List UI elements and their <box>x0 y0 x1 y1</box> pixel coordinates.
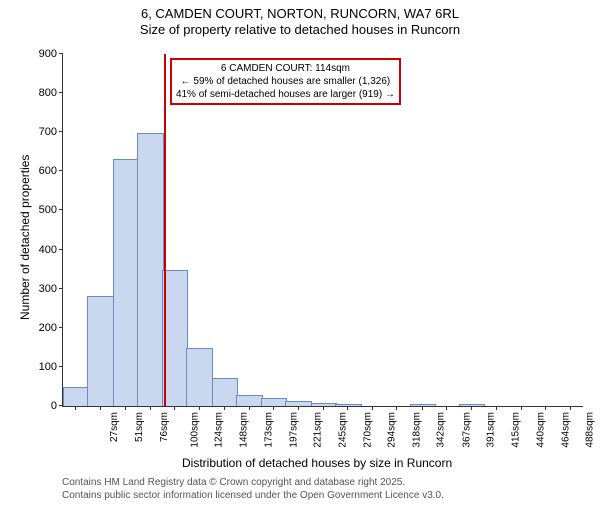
histogram-bar <box>261 398 287 406</box>
x-tick-label: 415sqm <box>510 412 521 448</box>
x-tick-mark <box>446 406 447 410</box>
annotation-box: 6 CAMDEN COURT: 114sqm← 59% of detached … <box>170 58 401 105</box>
y-axis-label: Number of detached properties <box>18 155 32 320</box>
y-tick-label: 900 <box>39 48 63 60</box>
y-tick-mark <box>59 366 63 367</box>
x-tick-mark <box>273 406 274 410</box>
marker-line <box>164 54 166 406</box>
x-tick-mark <box>199 406 200 410</box>
x-tick-mark <box>125 406 126 410</box>
y-tick-mark <box>59 249 63 250</box>
histogram-bar <box>459 404 485 406</box>
x-tick-label: 51sqm <box>134 412 145 442</box>
x-tick-mark <box>323 406 324 410</box>
y-tick-mark <box>59 92 63 93</box>
x-tick-label: 391sqm <box>486 412 497 448</box>
x-tick-mark <box>570 406 571 410</box>
x-tick-mark <box>100 406 101 410</box>
histogram-bar <box>236 395 262 406</box>
annotation-line: ← 59% of detached houses are smaller (1,… <box>176 75 395 88</box>
title-main: 6, CAMDEN COURT, NORTON, RUNCORN, WA7 6R… <box>0 6 600 21</box>
annotation-line: 41% of semi-detached houses are larger (… <box>176 88 395 101</box>
x-tick-mark <box>521 406 522 410</box>
histogram-bar <box>212 378 238 406</box>
y-tick-mark <box>59 209 63 210</box>
y-tick-label: 0 <box>51 400 63 412</box>
x-tick-label: 294sqm <box>387 412 398 448</box>
x-tick-mark <box>372 406 373 410</box>
x-tick-label: 173sqm <box>264 412 275 448</box>
y-tick-mark <box>59 131 63 132</box>
x-tick-label: 197sqm <box>288 412 299 448</box>
histogram-bar <box>335 404 361 406</box>
x-tick-label: 367sqm <box>461 412 472 448</box>
chart-container: 6, CAMDEN COURT, NORTON, RUNCORN, WA7 6R… <box>0 6 600 506</box>
y-tick-label: 600 <box>39 165 63 177</box>
y-tick-mark <box>59 170 63 171</box>
y-tick-label: 400 <box>39 244 63 256</box>
x-tick-mark <box>471 406 472 410</box>
y-tick-mark <box>59 53 63 54</box>
y-tick-label: 200 <box>39 322 63 334</box>
footer-attribution: Contains HM Land Registry data © Crown c… <box>62 476 444 502</box>
histogram-bar <box>113 159 139 406</box>
x-tick-mark <box>150 406 151 410</box>
x-tick-label: 440sqm <box>536 412 547 448</box>
x-tick-label: 124sqm <box>214 412 225 448</box>
y-tick-label: 100 <box>39 361 63 373</box>
x-tick-mark <box>249 406 250 410</box>
histogram-bar <box>63 387 89 406</box>
footer-line2: Contains public sector information licen… <box>62 489 444 502</box>
x-tick-mark <box>496 406 497 410</box>
x-tick-label: 100sqm <box>189 412 200 448</box>
y-tick-mark <box>59 327 63 328</box>
x-axis-label: Distribution of detached houses by size … <box>182 456 452 470</box>
x-tick-label: 342sqm <box>436 412 447 448</box>
title-sub: Size of property relative to detached ho… <box>0 22 600 37</box>
x-tick-mark <box>75 406 76 410</box>
x-tick-mark <box>298 406 299 410</box>
x-tick-mark <box>174 406 175 410</box>
x-tick-label: 245sqm <box>337 412 348 448</box>
x-tick-label: 270sqm <box>363 412 374 448</box>
x-tick-label: 221sqm <box>313 412 324 448</box>
x-tick-label: 318sqm <box>412 412 423 448</box>
y-tick-label: 300 <box>39 283 63 295</box>
y-tick-mark <box>59 288 63 289</box>
x-tick-label: 488sqm <box>585 412 596 448</box>
histogram-bar <box>186 348 212 406</box>
x-tick-mark <box>396 406 397 410</box>
y-tick-label: 700 <box>39 126 63 138</box>
x-tick-label: 148sqm <box>238 412 249 448</box>
histogram-bar <box>285 401 311 406</box>
x-tick-mark <box>347 406 348 410</box>
histogram-bar <box>137 133 163 406</box>
annotation-line: 6 CAMDEN COURT: 114sqm <box>176 62 395 75</box>
x-tick-label: 464sqm <box>560 412 571 448</box>
histogram-bar <box>87 296 113 407</box>
y-tick-label: 800 <box>39 87 63 99</box>
x-tick-mark <box>545 406 546 410</box>
y-tick-mark <box>59 405 63 406</box>
x-tick-mark <box>224 406 225 410</box>
x-tick-label: 76sqm <box>159 412 170 442</box>
x-tick-label: 27sqm <box>109 412 120 442</box>
plot-area: 010020030040050060070080090027sqm51sqm76… <box>62 54 583 407</box>
x-tick-mark <box>422 406 423 410</box>
histogram-bar <box>410 404 436 406</box>
y-tick-label: 500 <box>39 204 63 216</box>
footer-line1: Contains HM Land Registry data © Crown c… <box>62 476 444 489</box>
